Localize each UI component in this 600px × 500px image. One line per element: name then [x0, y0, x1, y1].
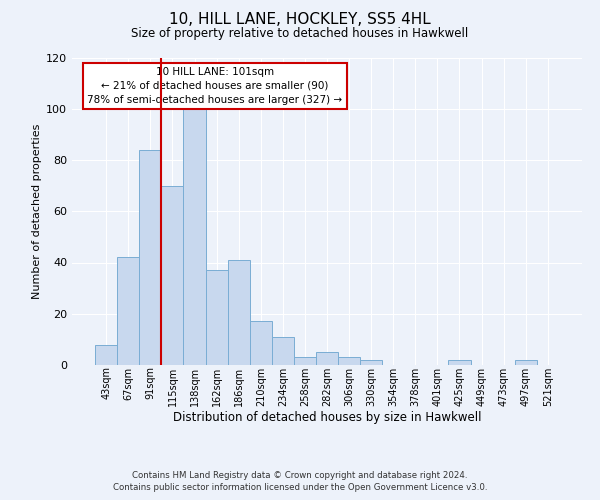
Bar [117, 258, 139, 365]
Bar [294, 358, 316, 365]
X-axis label: Distribution of detached houses by size in Hawkwell: Distribution of detached houses by size … [173, 412, 481, 424]
Bar [227, 260, 250, 365]
Text: Contains HM Land Registry data © Crown copyright and database right 2024.
Contai: Contains HM Land Registry data © Crown c… [113, 471, 487, 492]
Text: Size of property relative to detached houses in Hawkwell: Size of property relative to detached ho… [131, 28, 469, 40]
Bar [515, 360, 537, 365]
Bar [139, 150, 161, 365]
Text: 10 HILL LANE: 101sqm
← 21% of detached houses are smaller (90)
78% of semi-detac: 10 HILL LANE: 101sqm ← 21% of detached h… [87, 66, 343, 104]
Bar [95, 344, 117, 365]
Bar [250, 322, 272, 365]
Bar [206, 270, 227, 365]
Bar [272, 337, 294, 365]
Bar [161, 186, 184, 365]
Bar [184, 109, 206, 365]
Y-axis label: Number of detached properties: Number of detached properties [32, 124, 42, 299]
Bar [316, 352, 338, 365]
Bar [360, 360, 382, 365]
Bar [338, 358, 360, 365]
Text: 10, HILL LANE, HOCKLEY, SS5 4HL: 10, HILL LANE, HOCKLEY, SS5 4HL [169, 12, 431, 28]
Bar [448, 360, 470, 365]
